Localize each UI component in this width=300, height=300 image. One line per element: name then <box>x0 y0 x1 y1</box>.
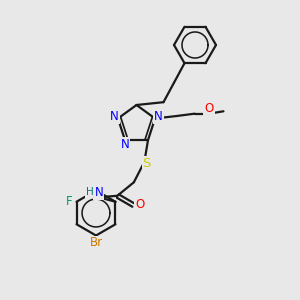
Text: N: N <box>94 186 103 199</box>
Text: H: H <box>86 187 94 197</box>
Text: O: O <box>135 198 145 211</box>
Text: F: F <box>66 195 72 208</box>
Text: O: O <box>204 102 214 115</box>
Text: S: S <box>142 157 151 170</box>
Text: N: N <box>154 110 163 123</box>
Text: Br: Br <box>89 236 103 250</box>
Text: N: N <box>121 138 129 151</box>
Text: N: N <box>110 110 119 123</box>
